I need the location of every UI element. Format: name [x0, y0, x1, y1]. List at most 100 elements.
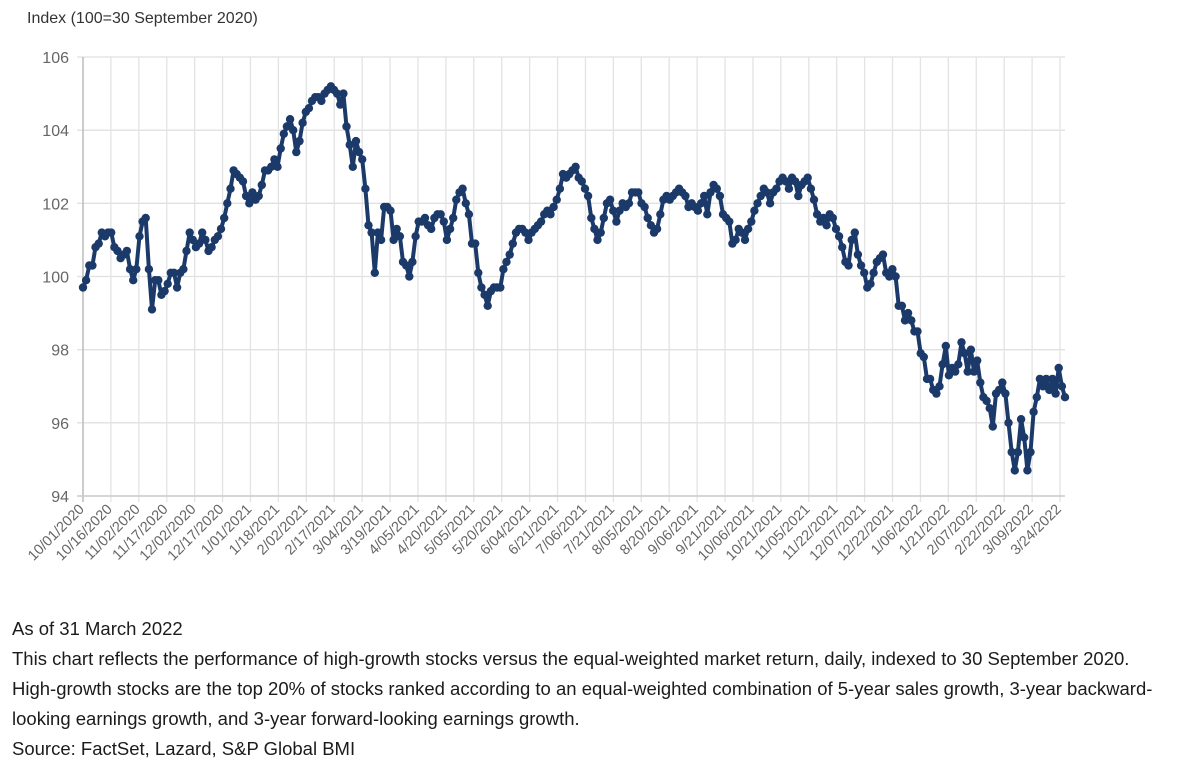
data-point — [160, 286, 169, 296]
data-point — [389, 235, 398, 245]
data-point — [1016, 415, 1026, 424]
data-point — [712, 184, 721, 193]
data-point — [201, 235, 210, 245]
data-point — [304, 104, 314, 113]
data-point — [129, 276, 138, 285]
data-point — [925, 374, 935, 384]
data-point — [185, 228, 194, 237]
data-point — [577, 177, 586, 186]
data-point — [332, 89, 342, 98]
data-point — [477, 283, 486, 292]
y-tick-label: 96 — [51, 416, 69, 433]
data-point — [587, 213, 596, 223]
data-point — [737, 228, 746, 237]
data-point — [88, 261, 97, 270]
data-point — [182, 246, 191, 256]
data-point — [593, 235, 602, 245]
data-point — [907, 316, 916, 325]
data-point — [1045, 385, 1054, 395]
data-point — [838, 243, 847, 252]
data-point — [1051, 389, 1060, 398]
series-line — [81, 84, 1067, 473]
data-point — [198, 228, 207, 237]
data-point — [696, 199, 706, 208]
data-point — [392, 224, 401, 234]
data-point — [245, 199, 254, 208]
data-point — [850, 228, 859, 237]
data-point — [549, 202, 558, 212]
data-point — [1004, 418, 1013, 427]
data-point — [442, 235, 452, 245]
data-point — [1007, 447, 1016, 457]
data-point — [891, 272, 900, 281]
data-point — [844, 261, 853, 270]
data-point — [395, 232, 405, 241]
data-point — [652, 224, 662, 234]
data-point — [969, 367, 979, 376]
data-point — [405, 272, 414, 281]
data-point — [408, 257, 417, 267]
data-point — [878, 250, 888, 259]
data-point — [452, 195, 461, 204]
data-point — [715, 191, 725, 201]
data-point — [339, 89, 348, 98]
data-point — [386, 206, 395, 215]
data-point — [524, 235, 533, 245]
data-point — [317, 96, 326, 106]
data-point — [348, 162, 357, 171]
data-point — [571, 162, 580, 171]
data-point — [706, 188, 715, 197]
data-point — [900, 316, 910, 325]
data-point — [794, 191, 803, 201]
data-point — [998, 378, 1007, 387]
data-point — [756, 191, 765, 201]
data-point — [624, 199, 634, 208]
data-point — [94, 239, 103, 248]
data-point — [847, 235, 856, 245]
data-point — [596, 228, 605, 237]
data-point — [358, 155, 367, 164]
data-point — [762, 188, 772, 197]
data-point — [163, 279, 172, 288]
data-point — [78, 283, 88, 292]
data-point — [336, 100, 345, 109]
data-point — [951, 367, 960, 376]
data-point — [354, 147, 364, 157]
data-point — [856, 261, 866, 270]
data-point — [125, 265, 135, 274]
data-point — [731, 235, 740, 245]
data-point — [154, 276, 163, 285]
data-point — [241, 191, 251, 201]
data-point — [1032, 393, 1042, 402]
data-point — [194, 239, 204, 248]
y-tick-label: 106 — [42, 50, 69, 67]
data-point — [822, 221, 831, 230]
data-point — [919, 352, 928, 362]
y-tick-label: 98 — [51, 343, 69, 360]
data-point — [376, 235, 386, 245]
data-point — [985, 404, 994, 413]
data-point — [753, 199, 762, 208]
data-point — [938, 360, 947, 369]
data-point — [828, 213, 837, 223]
data-point — [913, 327, 922, 336]
data-point — [480, 290, 489, 299]
data-point — [461, 199, 470, 208]
data-point — [238, 177, 248, 186]
data-point — [370, 268, 379, 277]
data-point — [725, 217, 734, 226]
data-point — [132, 265, 141, 274]
data-point — [342, 122, 351, 131]
data-point — [609, 206, 618, 215]
data-point — [257, 180, 266, 190]
data-point — [860, 268, 869, 277]
data-point — [499, 265, 508, 274]
data-point — [292, 147, 301, 157]
data-point — [994, 385, 1004, 395]
data-point — [1001, 389, 1010, 398]
data-point — [615, 206, 624, 215]
data-point — [966, 345, 976, 354]
data-point — [640, 202, 649, 212]
data-point — [1042, 374, 1051, 384]
data-point — [806, 184, 816, 193]
